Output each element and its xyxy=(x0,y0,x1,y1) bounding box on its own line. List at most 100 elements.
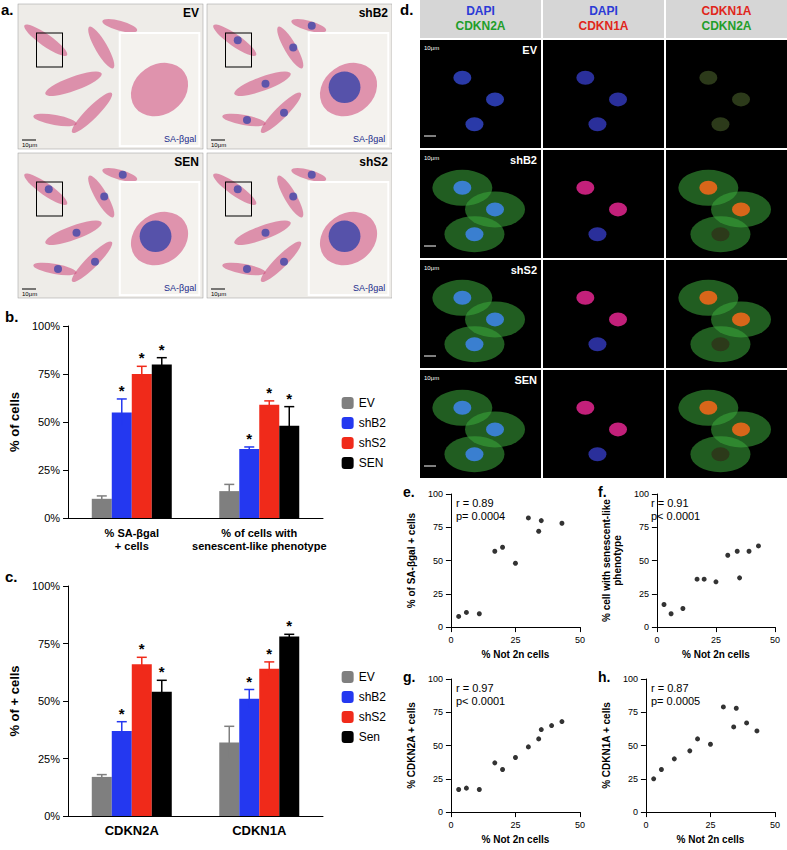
svg-text:DAPI: DAPI xyxy=(589,4,618,18)
svg-text:*: * xyxy=(266,645,272,662)
svg-text:50%: 50% xyxy=(38,416,60,428)
svg-text:shB2: shB2 xyxy=(359,416,387,430)
svg-text:25: 25 xyxy=(433,589,443,599)
svg-text:shS2: shS2 xyxy=(511,264,537,276)
svg-text:0%: 0% xyxy=(44,810,60,822)
svg-text:*: * xyxy=(286,617,292,634)
svg-text:SA-βgal: SA-βgal xyxy=(353,134,385,144)
svg-text:SEN: SEN xyxy=(514,374,537,386)
svg-text:25: 25 xyxy=(639,589,649,599)
svg-text:0%: 0% xyxy=(44,512,60,524)
svg-text:*: * xyxy=(159,341,165,358)
svg-text:75%: 75% xyxy=(38,368,60,380)
svg-text:0: 0 xyxy=(654,635,659,645)
svg-text:75: 75 xyxy=(639,522,649,532)
svg-text:h.: h. xyxy=(598,669,610,685)
svg-text:EV: EV xyxy=(183,6,199,20)
svg-text:EV: EV xyxy=(522,44,537,56)
svg-text:p= 0.0005: p= 0.0005 xyxy=(651,695,700,707)
svg-text:0: 0 xyxy=(438,622,443,632)
svg-text:SEN: SEN xyxy=(359,456,384,470)
svg-text:50: 50 xyxy=(770,820,780,830)
svg-text:shS2: shS2 xyxy=(359,436,387,450)
svg-text:% Not 2n cells: % Not 2n cells xyxy=(482,649,550,660)
svg-text:*: * xyxy=(139,349,145,366)
svg-text:50: 50 xyxy=(575,635,585,645)
svg-text:*: * xyxy=(119,705,125,722)
svg-text:% Not 2n cells: % Not 2n cells xyxy=(482,834,550,845)
svg-text:% Not 2n cells: % Not 2n cells xyxy=(677,834,745,845)
svg-text:0: 0 xyxy=(633,807,638,817)
svg-text:SA-βgal: SA-βgal xyxy=(164,134,196,144)
svg-text:10μm: 10μm xyxy=(211,142,226,148)
svg-text:*: * xyxy=(266,384,272,401)
svg-text:EV: EV xyxy=(359,670,375,684)
svg-text:SA-βgal: SA-βgal xyxy=(164,283,196,293)
svg-text:b.: b. xyxy=(5,308,18,325)
svg-text:25%: 25% xyxy=(38,464,60,476)
svg-text:% of cells: % of cells xyxy=(7,392,22,452)
svg-text:% CDKN1A + cells: % CDKN1A + cells xyxy=(601,702,612,789)
svg-text:75: 75 xyxy=(433,707,443,717)
svg-text:25%: 25% xyxy=(38,753,60,765)
svg-text:10μm: 10μm xyxy=(211,291,226,297)
svg-text:f.: f. xyxy=(598,484,607,500)
svg-text:75: 75 xyxy=(628,707,638,717)
svg-text:CDKN1A: CDKN1A xyxy=(578,19,628,33)
svg-text:50: 50 xyxy=(433,741,443,751)
svg-text:% Not 2n cells: % Not 2n cells xyxy=(682,649,750,660)
svg-text:CDKN1A: CDKN1A xyxy=(232,823,287,838)
svg-text:100: 100 xyxy=(428,674,443,684)
svg-text:0: 0 xyxy=(644,622,649,632)
svg-text:10μm: 10μm xyxy=(22,142,37,148)
svg-text:CDKN2A: CDKN2A xyxy=(455,19,505,33)
svg-text:0: 0 xyxy=(448,635,453,645)
svg-text:SEN: SEN xyxy=(174,155,199,169)
svg-text:10μm: 10μm xyxy=(424,45,439,51)
svg-text:0: 0 xyxy=(643,820,648,830)
svg-text:% SA-βgal: % SA-βgal xyxy=(105,527,159,539)
svg-text:*: * xyxy=(139,640,145,657)
svg-text:r = 0.89: r = 0.89 xyxy=(456,497,494,509)
svg-text:100: 100 xyxy=(623,674,638,684)
svg-text:c.: c. xyxy=(5,568,18,585)
svg-text:p< 0.0001: p< 0.0001 xyxy=(456,695,505,707)
svg-text:100: 100 xyxy=(634,489,649,499)
svg-text:a.: a. xyxy=(1,1,14,18)
svg-text:10μm: 10μm xyxy=(22,291,37,297)
svg-text:10μm: 10μm xyxy=(424,155,439,161)
svg-text:50%: 50% xyxy=(38,695,60,707)
svg-text:DAPI: DAPI xyxy=(466,4,495,18)
svg-text:0: 0 xyxy=(448,820,453,830)
svg-text:CDKN2A: CDKN2A xyxy=(105,823,160,838)
svg-text:*: * xyxy=(246,673,252,690)
svg-text:shB2: shB2 xyxy=(359,6,389,20)
svg-text:100%: 100% xyxy=(32,580,60,592)
svg-text:e.: e. xyxy=(403,484,415,500)
svg-text:phenotype: phenotype xyxy=(612,535,623,586)
svg-text:r = 0.91: r = 0.91 xyxy=(651,497,689,509)
svg-text:50: 50 xyxy=(628,741,638,751)
svg-text:10μm: 10μm xyxy=(424,265,439,271)
svg-text:50: 50 xyxy=(770,635,780,645)
svg-text:r = 0.97: r = 0.97 xyxy=(456,682,494,694)
svg-text:50: 50 xyxy=(575,820,585,830)
svg-text:d.: d. xyxy=(400,1,413,18)
svg-text:50: 50 xyxy=(639,556,649,566)
svg-text:shS2: shS2 xyxy=(359,710,387,724)
svg-text:10μm: 10μm xyxy=(424,375,439,381)
svg-text:% of + cells: % of + cells xyxy=(7,665,22,736)
svg-text:50: 50 xyxy=(433,556,443,566)
svg-text:*: * xyxy=(119,382,125,399)
svg-text:g.: g. xyxy=(403,669,415,685)
svg-text:25: 25 xyxy=(711,635,721,645)
svg-text:SA-βgal: SA-βgal xyxy=(353,283,385,293)
svg-text:25: 25 xyxy=(510,820,520,830)
svg-text:*: * xyxy=(246,430,252,447)
svg-text:EV: EV xyxy=(359,396,375,410)
svg-text:+ cells: + cells xyxy=(115,540,149,552)
svg-text:% of SA-βgal + cells: % of SA-βgal + cells xyxy=(406,512,417,608)
svg-text:shS2: shS2 xyxy=(359,155,388,169)
svg-text:% CDKN2A + cells: % CDKN2A + cells xyxy=(406,702,417,789)
svg-text:25: 25 xyxy=(433,774,443,784)
